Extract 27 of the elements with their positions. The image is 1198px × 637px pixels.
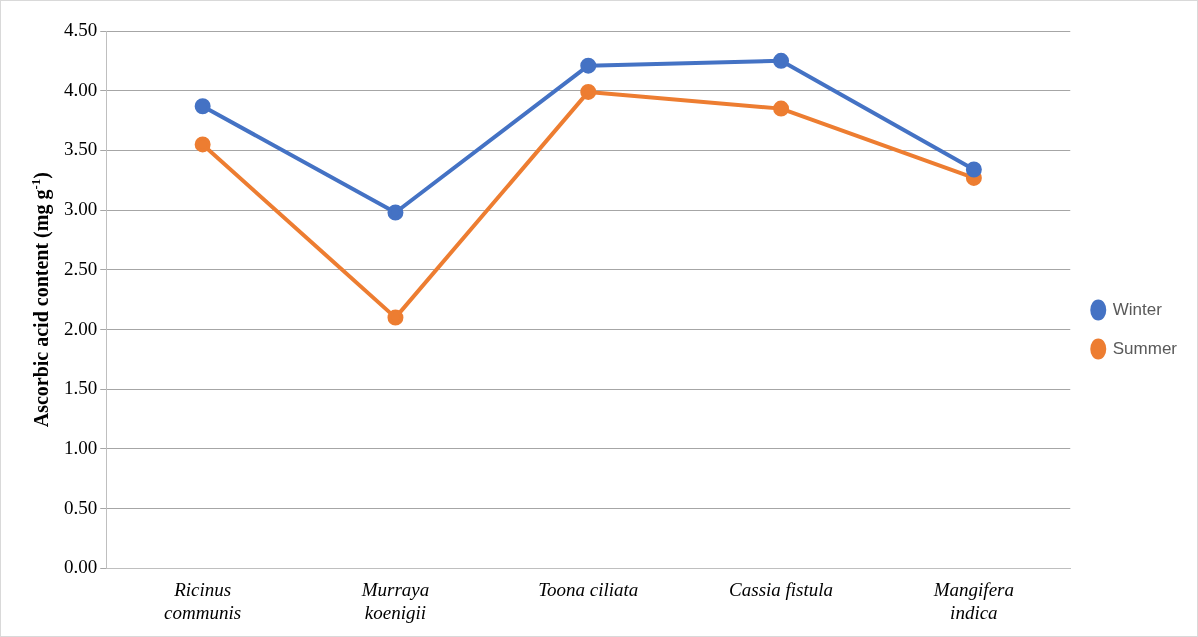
y-tick-label: 2.50 — [64, 257, 98, 279]
point — [194, 136, 211, 153]
y-axis-title: Ascorbic acid content (mg g-1) — [28, 172, 53, 428]
y-tick-label: 4.50 — [64, 18, 98, 40]
x-tick-label: Cassia fistula — [729, 578, 834, 600]
y-tick-label: 3.00 — [64, 198, 98, 220]
point — [194, 98, 211, 115]
y-tick-label: 1.50 — [64, 377, 98, 399]
y-tick-label: 0.00 — [64, 556, 98, 578]
point — [773, 52, 790, 69]
x-tick-label: Toona ciliata — [538, 578, 639, 600]
y-tick-label: 3.50 — [64, 138, 98, 160]
x-tick-label: Murraya koenigii — [360, 578, 430, 623]
x-tick-label: Ricinus communis — [164, 578, 242, 623]
point — [580, 57, 597, 74]
legend-label: Winter — [1112, 299, 1163, 319]
y-tick-label: 1.00 — [64, 436, 98, 458]
y-tick-label: 0.50 — [64, 496, 98, 518]
point — [387, 204, 404, 221]
point — [773, 100, 790, 117]
point — [965, 161, 982, 178]
legend-label: Summer — [1112, 338, 1178, 358]
point — [580, 83, 597, 100]
point — [387, 309, 404, 326]
y-tick-label: 2.00 — [64, 317, 98, 339]
y-tick-label: 4.00 — [64, 78, 98, 100]
x-tick-label: Mangifera indica — [932, 578, 1014, 623]
